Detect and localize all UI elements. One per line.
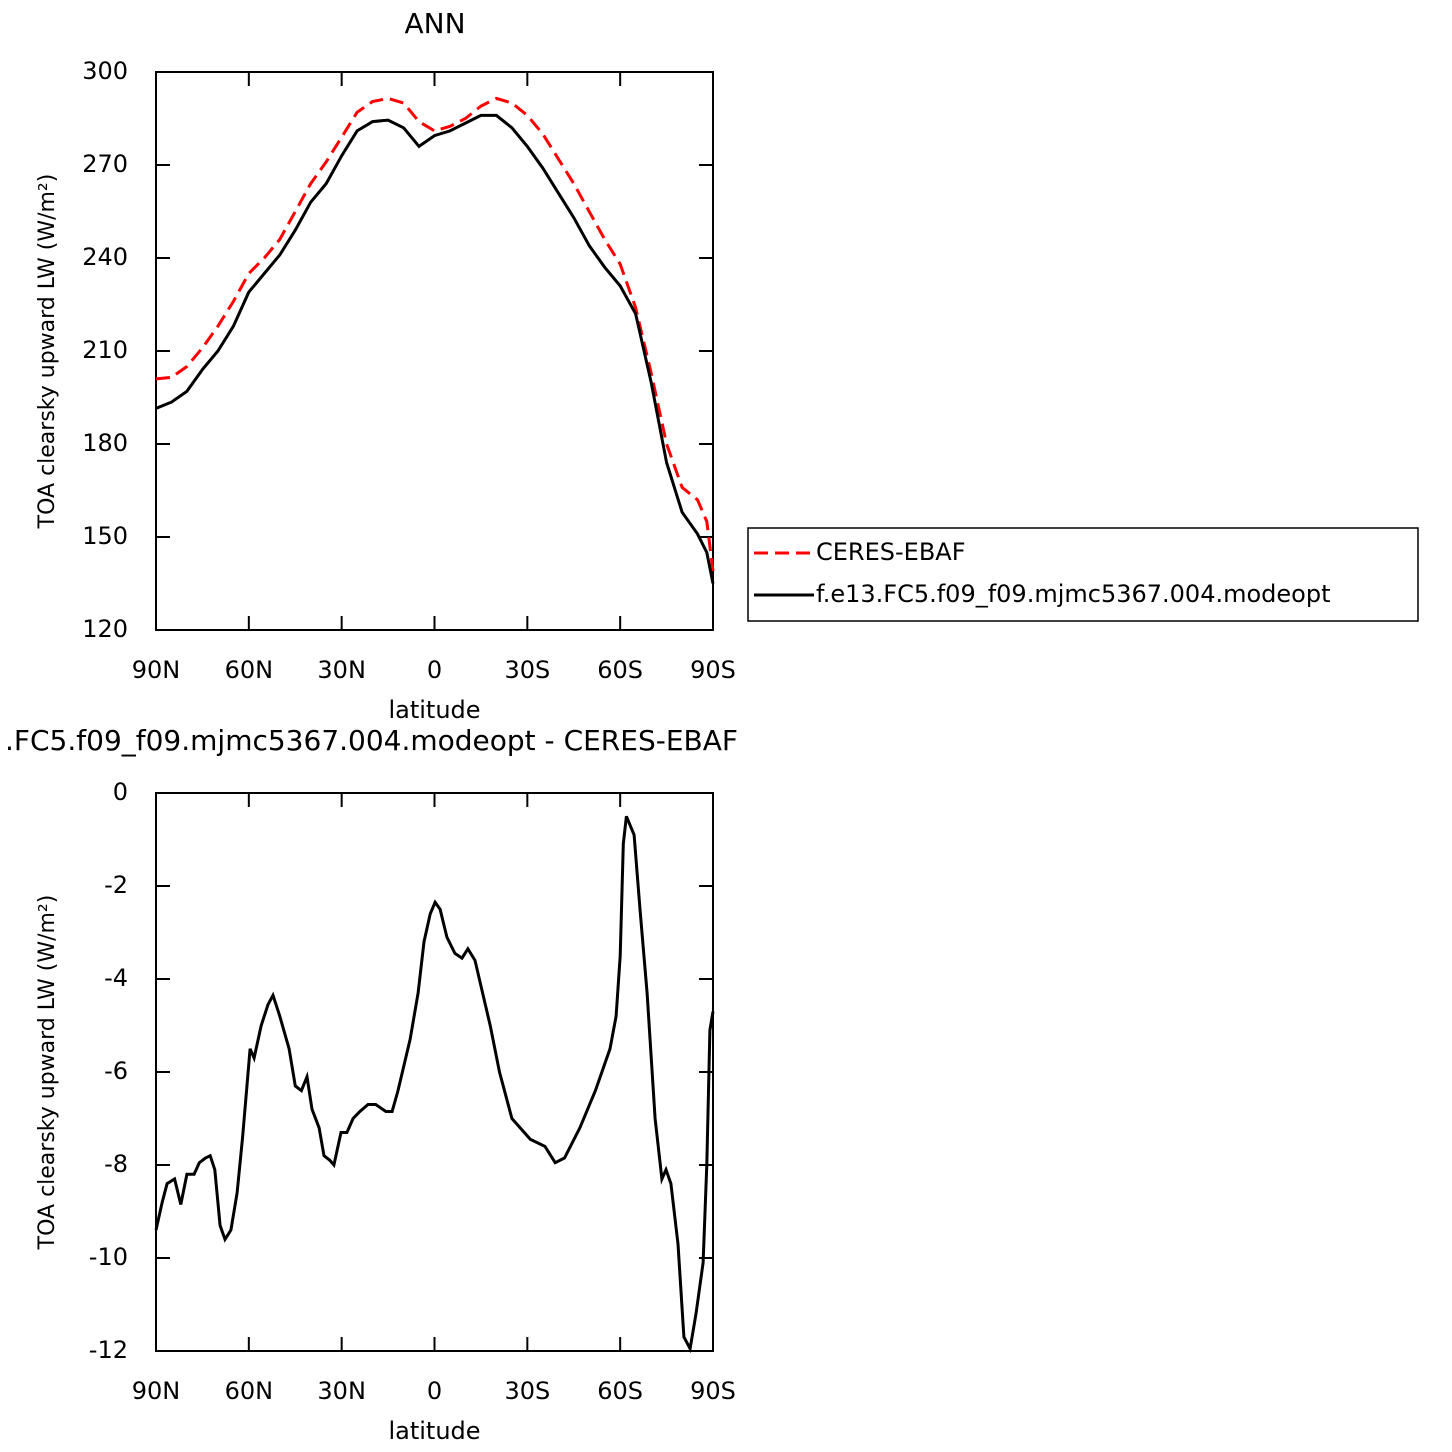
x-tick-label: 90S (690, 656, 736, 684)
y-tick-label: 210 (82, 336, 128, 364)
x-tick-label: 30S (504, 1377, 550, 1405)
y-tick-label: -2 (104, 871, 128, 899)
x-tick-label: 90N (132, 1377, 181, 1405)
x-tick-label: 0 (427, 1377, 442, 1405)
y-tick-label: 0 (113, 778, 128, 806)
x-tick-label: 30S (504, 656, 550, 684)
y-tick-label: 150 (82, 522, 128, 550)
chart-title: ANN (404, 7, 465, 40)
plot-frame (155, 792, 714, 1352)
x-tick-label: 60S (597, 1377, 643, 1405)
legend-label: CERES-EBAF (816, 538, 966, 566)
y-tick-label: 300 (82, 57, 128, 85)
plot-frame (155, 71, 714, 631)
x-tick-label: 0 (427, 656, 442, 684)
y-tick-label: 120 (82, 615, 128, 643)
y-axis-label: TOA clearsky upward LW (W/m²) (35, 174, 60, 530)
y-tick-label: 270 (82, 150, 128, 178)
y-tick-label: -10 (89, 1243, 128, 1271)
x-tick-label: 60N (225, 1377, 274, 1405)
x-tick-label: 90N (132, 656, 181, 684)
y-tick-label: 240 (82, 243, 128, 271)
x-tick-label: 60S (597, 656, 643, 684)
x-tick-label: 30N (317, 656, 366, 684)
chart-title: .FC5.f09_f09.mjmc5367.004.modeopt - CERE… (5, 724, 738, 757)
y-tick-label: -8 (104, 1150, 128, 1178)
legend-box (747, 527, 1419, 622)
x-axis-label: latitude (388, 696, 480, 724)
y-tick-label: 180 (82, 429, 128, 457)
data-line (155, 96, 715, 572)
x-tick-label: 90S (690, 1377, 736, 1405)
x-tick-label: 60N (225, 656, 274, 684)
data-line (154, 815, 715, 1354)
data-line (155, 113, 715, 584)
legend-label: f.e13.FC5.f09_f09.mjmc5367.004.modeopt (816, 580, 1331, 608)
x-tick-label: 30N (317, 1377, 366, 1405)
y-axis-label: TOA clearsky upward LW (W/m²) (35, 895, 60, 1251)
y-tick-label: -12 (89, 1336, 128, 1364)
y-tick-label: -4 (104, 964, 128, 992)
y-tick-label: -6 (104, 1057, 128, 1085)
x-axis-label: latitude (388, 1417, 480, 1445)
